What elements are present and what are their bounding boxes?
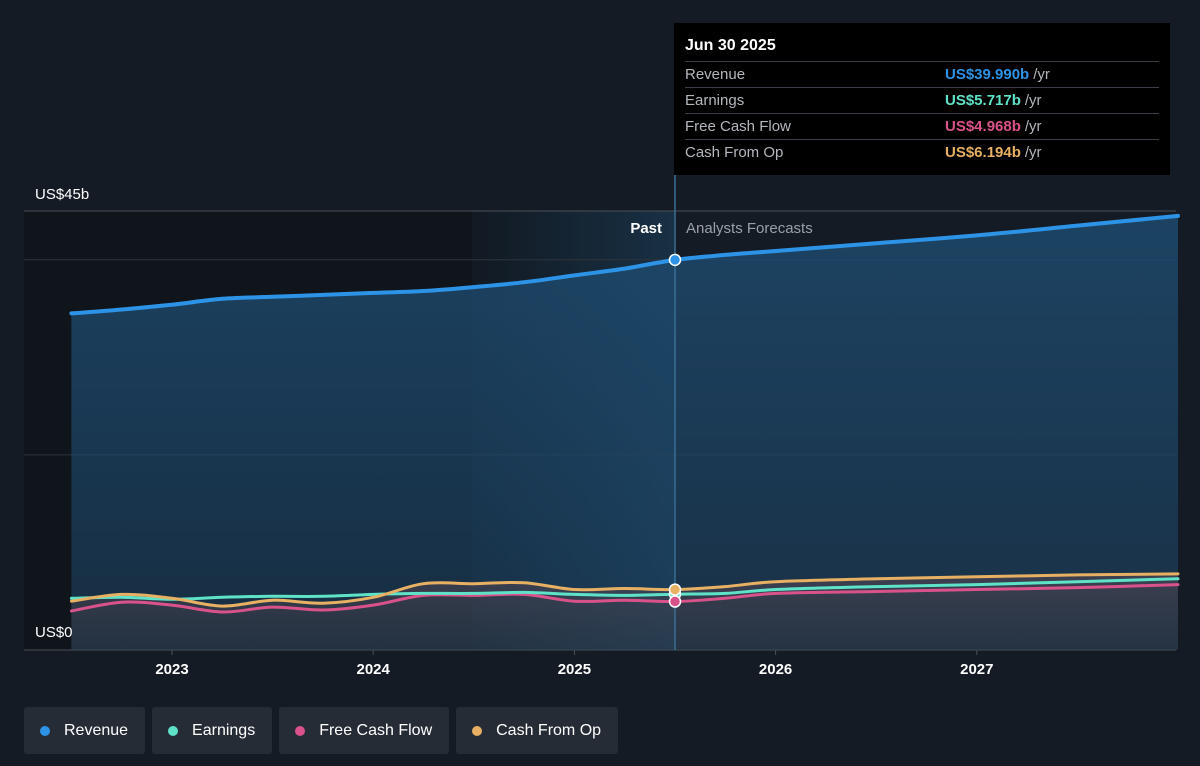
tooltip-date: Jun 30 2025 [685,37,776,54]
y-tick-label-top: US$45b [35,186,89,203]
x-tick-label: 2025 [558,661,591,678]
tooltip-row-earnings: Earnings US$5.717b /yr [685,87,1159,113]
legend-dot-icon [168,725,179,736]
legend-label: Revenue [64,721,129,739]
tooltip-unit: /yr [1024,118,1042,135]
legend-label: Earnings [192,721,256,739]
tooltip-label: Free Cash Flow [685,118,791,135]
tooltip-unit: /yr [1024,92,1042,109]
marker-cash-from-op [668,583,682,596]
tooltip: Jun 30 2025 Revenue US$39.990b /yr Earni… [674,23,1170,175]
tooltip-row-free-cash-flow: Free Cash Flow US$4.968b /yr [685,113,1159,139]
tooltip-label: Earnings [685,92,745,109]
tooltip-value: US$6.194b [945,144,1021,161]
legend-dot-icon [472,725,483,736]
legend-item-cash-from-op[interactable]: Cash From Op [456,707,619,754]
series-line-free-cash-flow [69,583,1180,614]
forecast-label: Analysts Forecasts [686,220,813,237]
tooltip-unit: /yr [1024,144,1042,161]
x-tick-label: 2023 [155,661,188,678]
legend-item-earnings[interactable]: Earnings [152,707,273,754]
series-line-earnings [69,577,1180,601]
series-line-revenue [69,213,1180,316]
tooltip-row-revenue: Revenue US$39.990b /yr [685,61,1159,87]
chart: Past Analysts Forecasts US$45b US$0 2023… [24,175,1180,678]
legend-dot-icon [40,725,50,736]
past-label: Past [630,220,662,237]
tooltip-value: US$39.990b [945,66,1030,83]
tooltip-row-cash-from-op: Cash From Op US$6.194b /yr [685,139,1159,165]
legend-label: Free Cash Flow [319,721,433,739]
tooltip-value: US$4.968b [945,118,1021,135]
x-tick-label: 2026 [759,661,792,678]
legend-dot-icon [295,725,306,736]
cashflow-area [71,573,1178,650]
tooltip-label: Cash From Op [685,144,784,161]
legend: Revenue Earnings Free Cash Flow Cash Fro… [24,707,619,754]
tooltip-label: Revenue [685,66,746,83]
tooltip-value: US$5.717b [945,92,1021,109]
tooltip-unit: /yr [1033,66,1050,83]
y-tick-label-bottom: US$0 [35,624,73,641]
x-tick-label: 2024 [357,661,391,678]
legend-item-revenue[interactable]: Revenue [24,707,146,754]
legend-label: Cash From Op [496,721,602,739]
marker-revenue [668,253,682,267]
revenue-area [71,215,1178,650]
legend-item-free-cash-flow[interactable]: Free Cash Flow [279,707,450,754]
x-tick-label: 2027 [960,661,993,678]
series-line-cash-from-op [69,572,1180,608]
marker-free-cash-flow [668,595,682,608]
